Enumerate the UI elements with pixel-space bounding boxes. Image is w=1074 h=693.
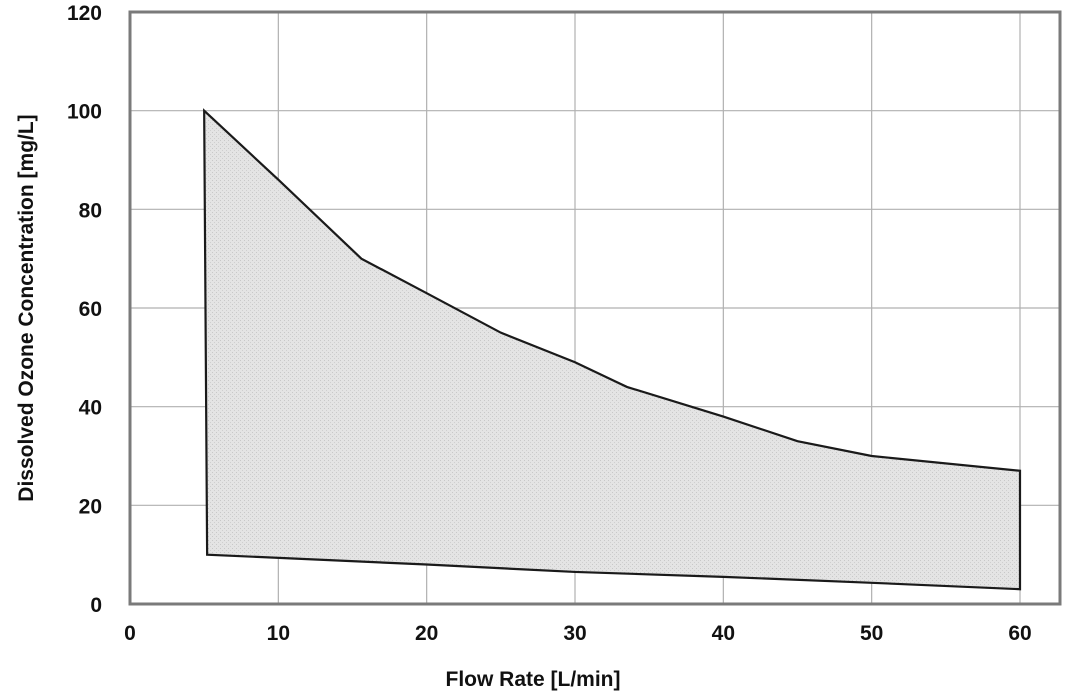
x-tick-label: 20 — [415, 622, 438, 645]
y-tick-label: 20 — [79, 495, 102, 518]
y-tick-label: 40 — [79, 397, 102, 420]
concentration-range-area — [204, 110, 1021, 590]
x-tick-label: 10 — [267, 622, 290, 645]
x-tick-label: 50 — [860, 622, 883, 645]
y-tick-label: 0 — [90, 594, 102, 617]
x-tick-label: 30 — [563, 622, 586, 645]
x-tick-labels: 0 10 20 30 40 50 60 — [124, 622, 1032, 645]
x-axis-title: Flow Rate [L/min] — [446, 668, 621, 691]
y-tick-label: 60 — [79, 298, 102, 321]
x-tick-label: 40 — [712, 622, 735, 645]
y-tick-labels: 0 20 40 60 80 100 120 — [67, 2, 102, 617]
y-tick-label: 80 — [79, 199, 102, 222]
y-axis-title: Dissolved Ozone Concentration [mg/L] — [15, 114, 38, 501]
y-tick-label: 100 — [67, 101, 102, 124]
area-layer — [203, 108, 1022, 591]
plot-frame — [128, 10, 1062, 606]
y-tick-label: 120 — [67, 2, 102, 25]
x-tick-label: 60 — [1008, 622, 1031, 645]
x-tick-label: 0 — [124, 622, 136, 645]
concentration-range-outline — [203, 108, 1022, 591]
